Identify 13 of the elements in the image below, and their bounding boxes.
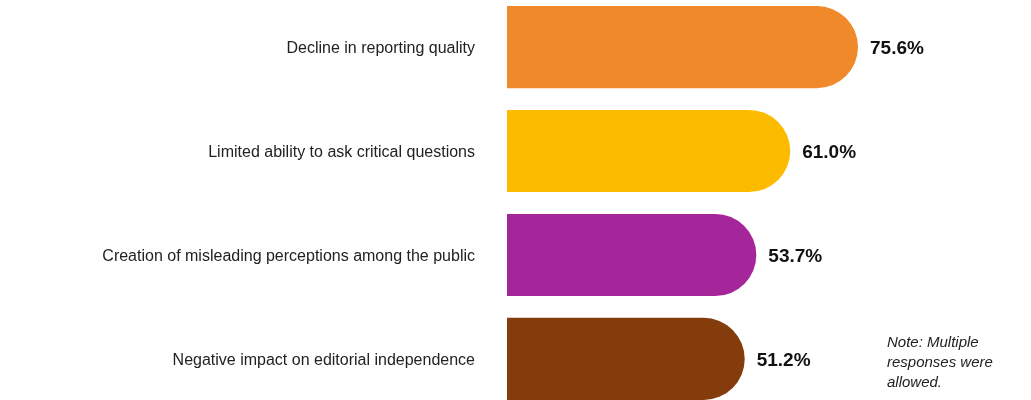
y-tick-label: Decline in reporting quality xyxy=(286,38,475,56)
bar xyxy=(507,109,791,193)
data-label: 75.6% xyxy=(870,36,924,58)
bar xyxy=(507,317,745,400)
bar xyxy=(507,6,858,89)
data-label: 53.7% xyxy=(768,244,823,266)
bar xyxy=(507,213,757,297)
data-label: 51.2% xyxy=(756,348,811,370)
y-tick-label: Negative impact on editorial independence xyxy=(172,350,476,368)
y-tick-label: Limited ability to ask critical questions xyxy=(208,142,475,160)
text: Note: Multiple responses were allowed. xyxy=(887,333,993,390)
y-tick-label: Creation of misleading perceptions among the public xyxy=(102,246,475,264)
data-label: 61.0% xyxy=(802,140,857,162)
